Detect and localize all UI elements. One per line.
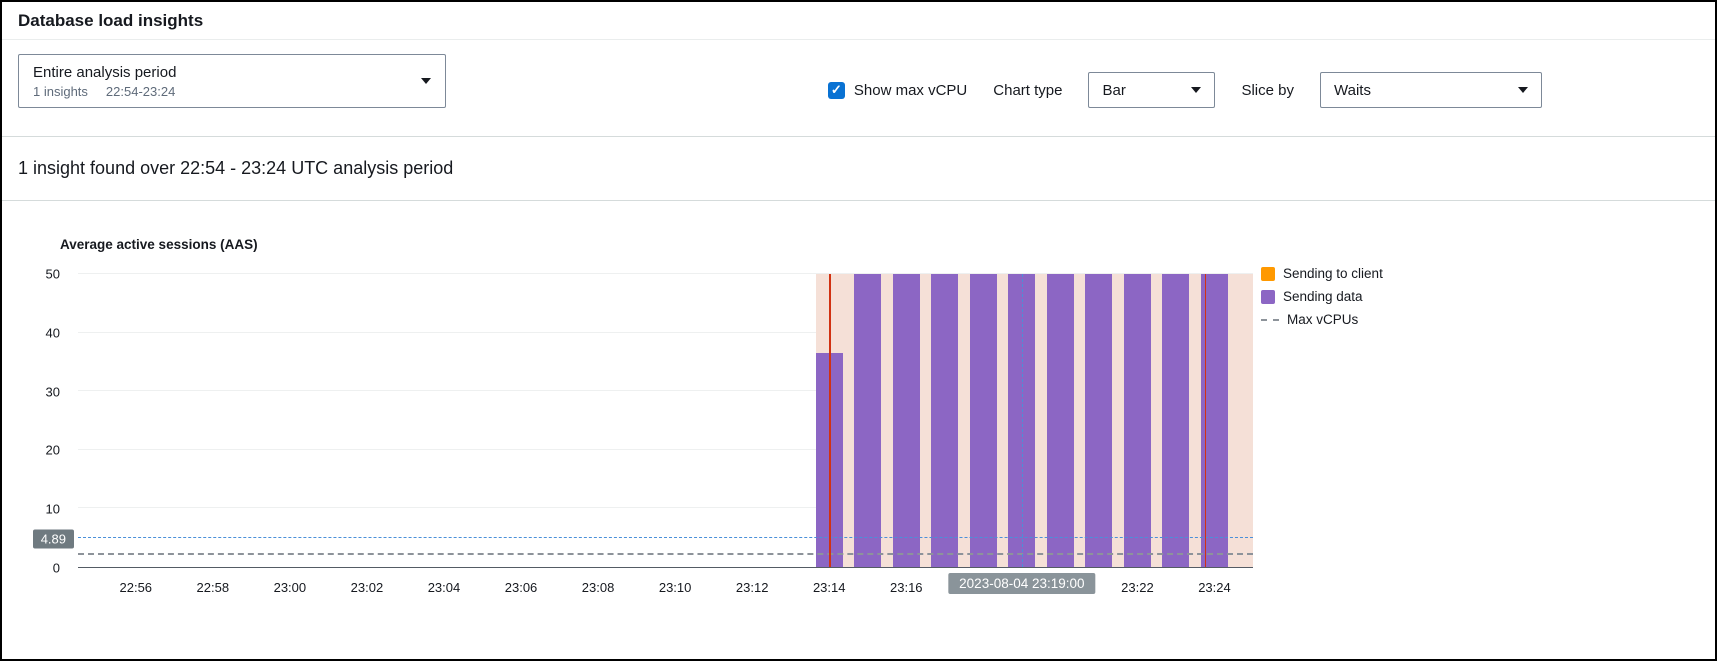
filter-toolbar: Entire analysis period 1 insights 22:54-… bbox=[2, 40, 1715, 137]
analysis-period-text: Entire analysis period 1 insights 22:54-… bbox=[33, 64, 176, 99]
slice-by-value: Waits bbox=[1334, 81, 1371, 99]
x-axis-label: 23:08 bbox=[581, 580, 615, 595]
x-axis-label: 23:12 bbox=[735, 580, 769, 595]
legend-item-max-vcpus: Max vCPUs bbox=[1261, 312, 1383, 327]
y-axis-label: 10 bbox=[45, 501, 60, 517]
bar-sending-data[interactable] bbox=[931, 274, 959, 567]
gridline bbox=[78, 390, 1253, 392]
page-title: Database load insights bbox=[18, 11, 204, 30]
max-vcpu-line bbox=[78, 553, 1253, 556]
y-axis: 0 10 20 30 40 50 bbox=[18, 267, 68, 576]
legend-label: Sending to client bbox=[1283, 266, 1383, 281]
x-axis-label: 23:22 bbox=[1121, 580, 1154, 595]
x-axis-label: 23:02 bbox=[350, 580, 384, 595]
show-max-vcpu-toggle[interactable]: Show max vCPU bbox=[827, 81, 968, 99]
slice-by-label: Slice by bbox=[1241, 81, 1294, 99]
slice-by-select[interactable]: Waits bbox=[1320, 72, 1542, 108]
chart-plot-area[interactable] bbox=[78, 273, 1253, 568]
y-axis-label: 50 bbox=[45, 266, 60, 282]
bar-sending-data[interactable] bbox=[1046, 274, 1074, 567]
x-axis-label: 23:00 bbox=[273, 580, 307, 595]
analysis-period-range: 22:54-23:24 bbox=[105, 83, 176, 99]
gridline bbox=[78, 331, 1253, 333]
bar-sending-data[interactable] bbox=[892, 274, 920, 567]
insight-boundary-line bbox=[1204, 274, 1207, 567]
bar-sending-data[interactable] bbox=[1085, 274, 1113, 567]
bar-sending-data[interactable] bbox=[1162, 274, 1190, 567]
aas-threshold-line bbox=[78, 537, 1253, 539]
chart-title: Average active sessions (AAS) bbox=[60, 237, 258, 252]
y-axis-label: 40 bbox=[45, 325, 60, 341]
crosshair-tooltip: 2023-08-04 23:19:00 bbox=[948, 573, 1096, 594]
y-axis-label: 30 bbox=[45, 384, 60, 400]
insight-summary: 1 insight found over 22:54 - 23:24 UTC a… bbox=[18, 158, 454, 178]
show-max-vcpu-label: Show max vCPU bbox=[853, 81, 968, 99]
x-axis-label: 23:16 bbox=[889, 580, 923, 595]
bar-sending-data[interactable] bbox=[969, 274, 997, 567]
legend-swatch-sending-to-client bbox=[1261, 266, 1275, 281]
x-axis-label: 23:24 bbox=[1198, 580, 1231, 595]
chart-type-label: Chart type bbox=[993, 81, 1063, 99]
legend-label: Max vCPUs bbox=[1287, 312, 1359, 327]
x-axis-label: 23:14 bbox=[812, 580, 846, 595]
chevron-down-icon bbox=[421, 78, 431, 84]
analysis-period-subtext: 1 insights 22:54-23:24 bbox=[33, 84, 176, 99]
bar-sending-data[interactable] bbox=[1123, 274, 1151, 567]
legend-label: Sending data bbox=[1283, 289, 1363, 304]
crosshair-line bbox=[1021, 274, 1023, 567]
analysis-period-insights-count: 1 insights bbox=[33, 83, 88, 99]
x-axis-label: 23:10 bbox=[658, 580, 692, 595]
gridline bbox=[78, 507, 1253, 509]
chart-type-select[interactable]: Bar bbox=[1088, 72, 1216, 108]
y-axis-label: 20 bbox=[45, 442, 60, 458]
chart-controls: Show max vCPU Chart type Bar Slice by Wa… bbox=[827, 72, 1542, 108]
chevron-down-icon bbox=[1191, 87, 1202, 93]
gridline bbox=[78, 448, 1253, 450]
bar-sending-data[interactable] bbox=[815, 353, 843, 567]
x-axis-label: 23:06 bbox=[504, 580, 538, 595]
page-header: Database load insights bbox=[2, 2, 1715, 40]
database-load-insights-page: Database load insights Entire analysis p… bbox=[2, 2, 1715, 640]
chart-area: 0 10 20 30 40 50 4.89 22:56 22:58 23:00 23:02 23:… bbox=[18, 266, 1699, 620]
chart-type-value: Bar bbox=[1102, 81, 1126, 99]
legend-swatch-sending-data bbox=[1261, 289, 1275, 304]
x-axis: 22:56 22:58 23:00 23:02 23:04 23:06 23:08 23:10… bbox=[78, 568, 1253, 614]
legend-item-sending-to-client: Sending to client bbox=[1261, 266, 1383, 281]
chevron-down-icon bbox=[1518, 87, 1528, 93]
bar-sending-data[interactable] bbox=[1008, 274, 1036, 567]
legend-item-sending-data: Sending data bbox=[1261, 289, 1383, 304]
x-axis-label: 23:04 bbox=[427, 580, 461, 595]
x-axis-label: 22:56 bbox=[119, 580, 153, 595]
insight-summary-row: 1 insight found over 22:54 - 23:24 UTC a… bbox=[2, 137, 1715, 201]
y-axis-label: 0 bbox=[52, 560, 60, 576]
x-axis-label: 22:58 bbox=[196, 580, 230, 595]
aas-badge-column: 4.89 bbox=[18, 274, 76, 568]
chart-legend: Sending to client Sending data Max vCPUs bbox=[1261, 266, 1383, 335]
insight-boundary-line bbox=[829, 274, 831, 567]
checkbox-checked-icon[interactable] bbox=[827, 81, 845, 99]
analysis-period-dropdown[interactable]: Entire analysis period 1 insights 22:54-… bbox=[18, 54, 446, 108]
aas-value-badge: 4.89 bbox=[32, 529, 74, 549]
gridline bbox=[78, 273, 1253, 274]
analysis-period-value: Entire analysis period bbox=[33, 63, 177, 81]
aas-chart-panel: Average active sessions (AAS) 0 10 20 30 40 5… bbox=[2, 201, 1715, 640]
bar-sending-data[interactable] bbox=[854, 274, 882, 567]
legend-swatch-max-vcpus bbox=[1261, 318, 1279, 321]
